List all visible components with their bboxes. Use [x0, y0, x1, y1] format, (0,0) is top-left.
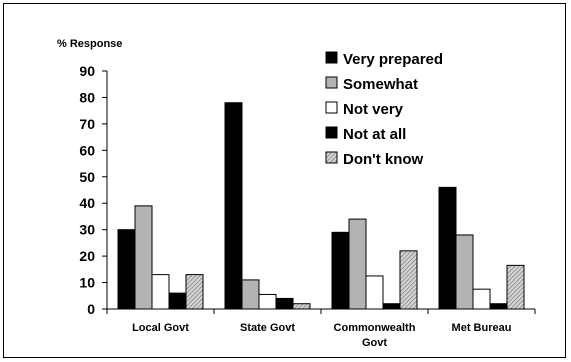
bar-don-t-know: [185, 274, 204, 310]
y-tick-label: 30: [79, 222, 95, 238]
legend-swatch: [325, 126, 338, 139]
bar-not-at-all: [168, 292, 187, 310]
bar-somewhat: [134, 205, 153, 310]
x-category-label: Commonwealth: [334, 322, 416, 334]
y-tick-label: 10: [79, 275, 95, 291]
legend-label: Not very: [343, 101, 404, 118]
bar-very-prepared: [224, 102, 243, 310]
legend: Very prepared Somewhat Not very Not at all D…: [325, 51, 443, 168]
bar-not-very: [151, 274, 170, 310]
y-tick-label: 0: [87, 301, 95, 317]
bar-not-at-all: [489, 303, 508, 310]
legend-swatch: [325, 51, 338, 64]
bar-very-prepared: [438, 186, 457, 310]
legend-label: Very prepared: [343, 51, 443, 68]
bar-not-at-all: [275, 297, 294, 310]
plot-area: 0 10 20 30 40 50 60 70 80 90 Local Govt State Govt C…: [79, 63, 536, 349]
bar-somewhat: [241, 279, 260, 310]
x-category-label: Met Bureau: [452, 322, 512, 334]
bar-somewhat: [455, 234, 474, 310]
legend-label: Not at all: [343, 126, 406, 143]
legend-label: Somewhat: [343, 76, 418, 93]
y-tick-label: 20: [79, 248, 95, 264]
y-tick-label: 80: [79, 89, 95, 105]
x-category-label: Govt: [362, 337, 387, 349]
x-category-label: State Govt: [240, 322, 295, 334]
legend-swatch: [325, 101, 338, 114]
y-axis-label: % Response: [57, 38, 122, 50]
bar-not-very: [472, 288, 491, 310]
y-tick-label: 50: [79, 169, 95, 185]
legend-swatch: [325, 76, 338, 89]
y-tick-label: 90: [79, 63, 95, 79]
legend-label: Don't know: [343, 151, 424, 168]
bar-not-very: [258, 293, 277, 310]
y-tick-label: 60: [79, 142, 95, 158]
y-tick-label: 70: [79, 116, 95, 132]
bar-don-t-know: [292, 303, 311, 310]
x-category-label: Local Govt: [132, 322, 189, 334]
y-tick-label: 40: [79, 195, 95, 211]
bar-somewhat: [348, 218, 367, 310]
bar-don-t-know: [506, 264, 525, 310]
legend-swatch: [325, 151, 338, 164]
bar-don-t-know: [399, 250, 418, 310]
bar-very-prepared: [117, 229, 136, 310]
bar-not-at-all: [382, 303, 401, 310]
bar-very-prepared: [331, 231, 350, 310]
bar-not-very: [365, 275, 384, 310]
